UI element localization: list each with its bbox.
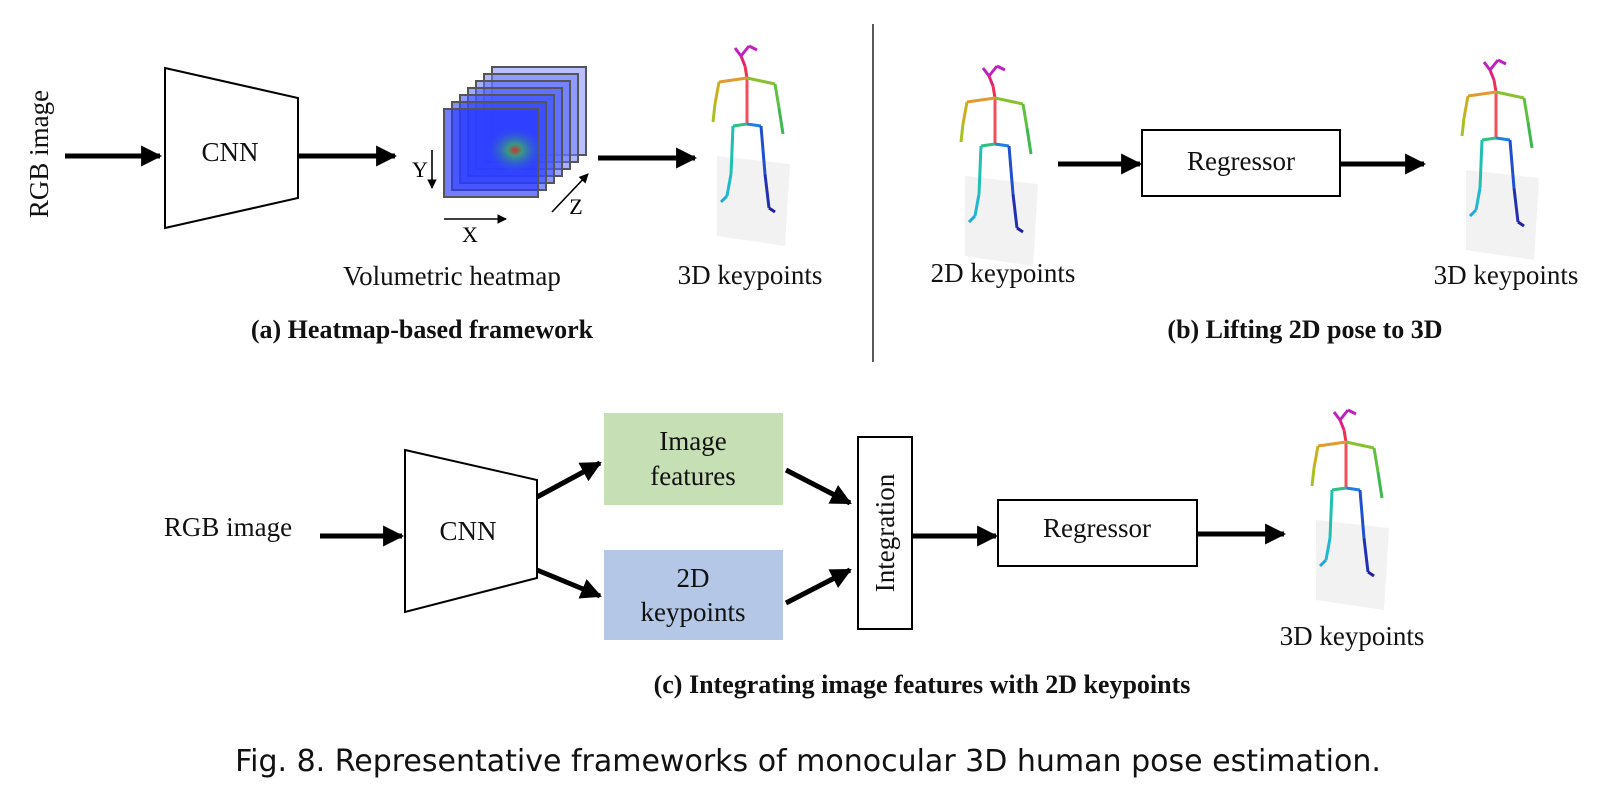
- integration-box: [857, 436, 913, 630]
- arrow-cnn-to-2d-keypoints: [536, 567, 602, 599]
- keypoints-2d-box: [604, 550, 783, 640]
- regressor-label-b: Regressor: [1187, 146, 1295, 176]
- volumetric-heatmap: [443, 66, 587, 198]
- subtitle-a: (a) Heatmap-based framework: [251, 315, 594, 344]
- regressor-box-b: [1141, 129, 1341, 197]
- skeleton-3d-b: [1460, 58, 1541, 262]
- keypoints-2d-line1: 2D: [677, 563, 710, 593]
- image-features-box: [604, 413, 783, 505]
- figure-caption: Fig. 8. Representative frameworks of mon…: [235, 744, 1381, 779]
- subtitle-c: (c) Integrating image features with 2D k…: [654, 670, 1191, 699]
- volumetric-heatmap-label: Volumetric heatmap: [343, 261, 561, 291]
- axis-z-arrow: [551, 173, 589, 213]
- output-3d-keypoints-c: 3D keypoints: [1280, 621, 1425, 651]
- arrow-features-to-integration: [784, 467, 852, 506]
- cnn-trapezoid-c: [404, 448, 538, 614]
- image-features-line2: features: [650, 461, 735, 491]
- output-3d-keypoints-a: 3D keypoints: [678, 260, 823, 290]
- arrow-cnn-to-features: [535, 460, 602, 500]
- skeleton-3d-a: [711, 44, 792, 248]
- cnn-trapezoid-a: [164, 66, 299, 230]
- input-2d-keypoints-b: 2D keypoints: [931, 258, 1076, 288]
- subtitle-b: (b) Lifting 2D pose to 3D: [1167, 315, 1442, 344]
- skeleton-2d-b: [959, 64, 1040, 268]
- keypoints-2d-line2: keypoints: [641, 597, 746, 627]
- rgb-image-label-a: RGB image: [24, 90, 54, 218]
- output-3d-keypoints-b: 3D keypoints: [1434, 260, 1579, 290]
- axis-x-label: X: [462, 222, 478, 247]
- skeleton-3d-c: [1310, 408, 1391, 612]
- heatmap-hotspot: [485, 126, 545, 174]
- integration-label: Integration: [870, 473, 900, 592]
- panel-b: 2D keypoints Regressor 3D keypoints (b) …: [931, 58, 1579, 344]
- regressor-label-c: Regressor: [1043, 513, 1151, 543]
- cnn-label-a: CNN: [201, 137, 258, 167]
- panel-a: RGB image CNN Y X Z Volumetric heatmap 3…: [24, 44, 823, 344]
- image-features-line1: Image: [659, 426, 726, 456]
- panel-c: RGB image CNN Image features 2D keypoint…: [164, 408, 1425, 699]
- cnn-label-c: CNN: [439, 516, 496, 546]
- axis-y-label: Y: [412, 157, 428, 182]
- rgb-image-label-c: RGB image: [164, 512, 292, 542]
- axis-z-label: Z: [569, 194, 582, 219]
- arrow-keypoints-to-integration: [784, 567, 852, 606]
